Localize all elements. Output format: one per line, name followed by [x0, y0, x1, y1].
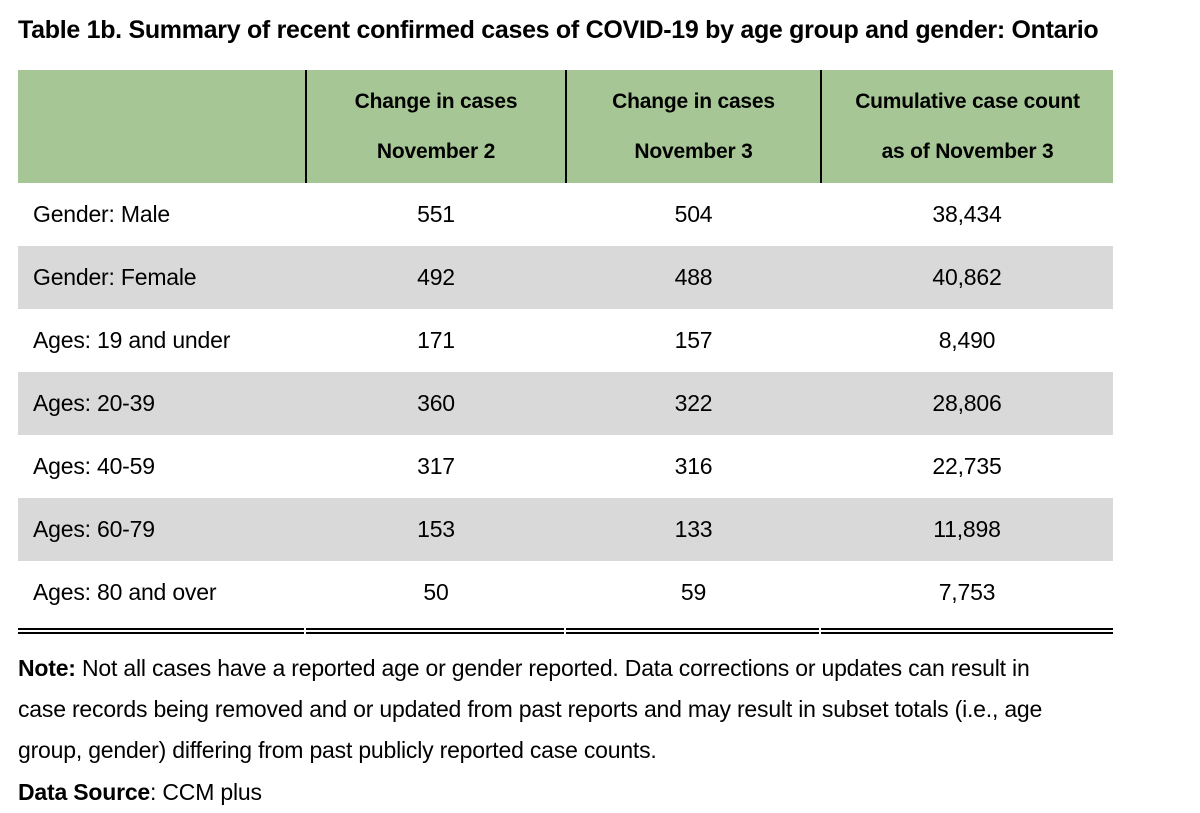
rule-segment	[306, 628, 564, 634]
note-line-1: Note: Not all cases have a reported age …	[18, 648, 1188, 689]
header-line: Change in cases	[612, 89, 775, 113]
column-header-change-nov3: Change in cases November 3	[565, 70, 821, 183]
row-label: Ages: 80 and over	[33, 579, 217, 605]
header-line: November 2	[376, 139, 496, 163]
table-body: Gender: Male 551 504 38,434 Gender: Fema…	[18, 183, 1113, 624]
summary-table: Change in cases November 2 Change in cas…	[18, 70, 1113, 624]
row-label: Ages: 20-39	[18, 372, 306, 435]
cell-cumulative: 40,862	[821, 246, 1113, 309]
cell-change-nov3: 322	[566, 372, 821, 435]
cell-change-nov3: 488	[566, 246, 821, 309]
header-line: Cumulative case count	[855, 89, 1080, 113]
rule-segment	[566, 628, 819, 634]
table-row-gender-female: Gender: Female 492 488 40,862	[18, 246, 1113, 309]
cell-change-nov3: 157	[674, 327, 713, 353]
cell-change-nov3: 316	[674, 453, 713, 479]
cell-change-nov2: 50	[423, 579, 449, 605]
cell-cumulative: 38,434	[932, 201, 1002, 227]
cell-change-nov2: 317	[417, 453, 455, 479]
column-header-change-nov2: Change in cases November 2	[305, 70, 566, 183]
note-label: Note:	[18, 655, 76, 681]
page-title: Table 1b. Summary of recent confirmed ca…	[18, 16, 1099, 44]
table-row-ages-80-over: Ages: 80 and over 50 59 7,753	[18, 561, 1113, 624]
cell-change-nov2: 492	[306, 246, 566, 309]
cell-change-nov2: 360	[306, 372, 566, 435]
header-line: Change in cases	[354, 89, 518, 113]
rule-segment	[821, 628, 1113, 634]
cell-change-nov3: 59	[680, 579, 707, 605]
row-label: Ages: 40-59	[33, 453, 155, 479]
data-source-label: Data Source	[18, 779, 151, 805]
table-row-ages-19-under: Ages: 19 and under 171 157 8,490	[18, 309, 1113, 372]
row-label: Ages: 60-79	[18, 498, 306, 561]
row-label: Gender: Male	[33, 201, 170, 227]
table-row-gender-male: Gender: Male 551 504 38,434	[18, 183, 1113, 246]
note-line-3: group, gender) differing from past publi…	[18, 737, 657, 763]
table-row-ages-20-39: Ages: 20-39 360 322 28,806	[18, 372, 1113, 435]
column-header-cumulative: Cumulative case count as of November 3	[820, 70, 1113, 183]
cell-cumulative: 8,490	[938, 327, 996, 353]
cell-cumulative: 11,898	[821, 498, 1113, 561]
table-row-ages-60-79: Ages: 60-79 153 133 11,898	[18, 498, 1113, 561]
report-page: Table 1b. Summary of recent confirmed ca…	[0, 16, 1200, 805]
cell-change-nov2: 153	[306, 498, 566, 561]
row-label: Ages: 19 and under	[33, 327, 231, 353]
header-line: as of November 3	[881, 139, 1054, 163]
data-source-line: Data Source: CCM plus	[18, 772, 1188, 813]
table-row-ages-40-59: Ages: 40-59 317 316 22,735	[18, 435, 1113, 498]
note-text: Not all cases have a reported age or gen…	[81, 655, 1030, 681]
table-header: Change in cases November 2 Change in cas…	[18, 70, 1113, 183]
header-line: November 3	[634, 139, 753, 163]
cell-cumulative: 22,735	[932, 453, 1002, 479]
footnotes: Note: Not all cases have a reported age …	[18, 648, 1188, 813]
cell-change-nov3: 504	[674, 201, 713, 227]
header-row: Change in cases November 2 Change in cas…	[18, 70, 1113, 183]
column-header-blank	[18, 70, 306, 183]
data-source-text: : CCM plus	[150, 779, 262, 805]
cell-cumulative: 28,806	[821, 372, 1113, 435]
cell-change-nov3: 133	[566, 498, 821, 561]
cell-change-nov2: 171	[417, 327, 455, 353]
cell-change-nov2: 551	[417, 201, 455, 227]
row-label: Gender: Female	[18, 246, 306, 309]
rule-segment	[18, 628, 304, 634]
cell-cumulative: 7,753	[938, 579, 996, 605]
table-bottom-double-rule	[18, 628, 1113, 634]
note-line-2: case records being removed and or update…	[18, 696, 1043, 722]
